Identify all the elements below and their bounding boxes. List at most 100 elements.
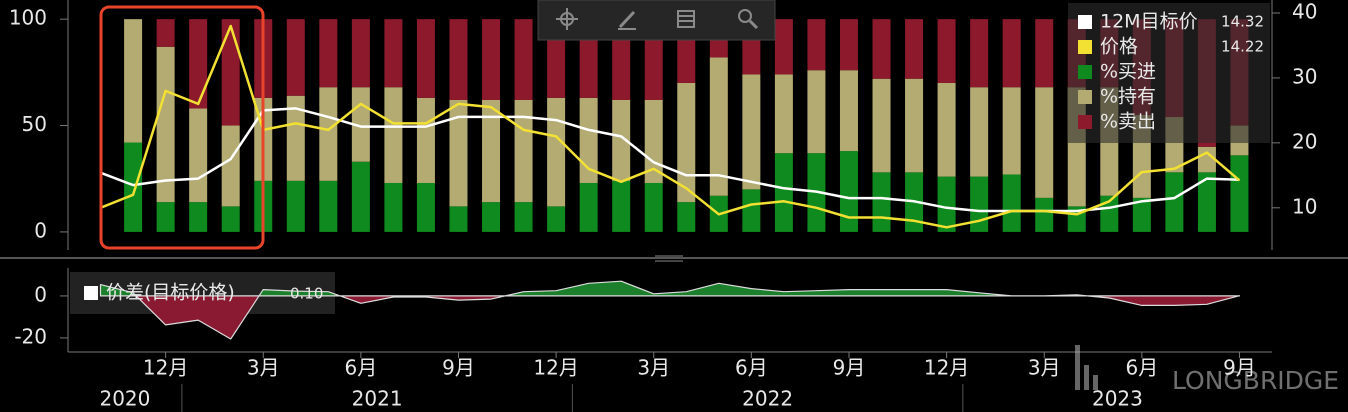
x-tick-label: 3月: [247, 356, 280, 380]
bar-segment: [156, 202, 175, 232]
spread-area: [99, 280, 1241, 340]
x-tick-label: 3月: [1028, 356, 1061, 380]
bar-segment: [351, 161, 370, 232]
bar-segment: [351, 19, 370, 88]
bar-segment: [319, 19, 338, 88]
legend-label: %持有: [1100, 86, 1156, 108]
bar-segment: [905, 19, 924, 79]
bar-segment: [1002, 87, 1021, 175]
x-tick-label: 9月: [442, 356, 475, 380]
x-tick-label: 6月: [344, 356, 377, 380]
y2-tick-label: 10: [1292, 194, 1317, 218]
x-tick-label: 9月: [1223, 356, 1256, 380]
y-tick-label: 0: [34, 218, 47, 242]
bar-segment: [384, 182, 403, 232]
bar-segment: [742, 74, 761, 190]
legend-swatch: [1078, 15, 1092, 29]
bar-segment: [742, 189, 761, 232]
zoom-icon[interactable]: [738, 9, 752, 23]
bar-segment: [449, 19, 468, 101]
legend-label: 价差(目标价格): [106, 282, 235, 304]
bar-segment: [514, 202, 533, 232]
bar-segment: [774, 19, 793, 75]
x-tick-label: 3月: [637, 356, 670, 380]
bar-segment: [937, 82, 956, 177]
bar-segment: [384, 19, 403, 88]
lines-layer: [100, 24, 1241, 229]
bar-segment: [547, 97, 566, 207]
bar-segment: [807, 70, 826, 154]
bar-segment: [644, 100, 663, 183]
x-tick-label: 12月: [533, 356, 578, 380]
bar-segment: [221, 206, 240, 232]
bar-segment: [839, 151, 858, 232]
bar-segment: [774, 74, 793, 154]
legend-swatch: [84, 286, 98, 300]
highlight-box: [99, 5, 265, 250]
bar-segment: [1035, 197, 1054, 232]
bar-segment: [1035, 87, 1054, 198]
bar-segment: [872, 172, 891, 232]
bar-segment: [124, 142, 143, 232]
bar-segment: [189, 108, 208, 203]
toolbar: [537, 0, 776, 41]
bar-segment: [579, 182, 598, 232]
year-label: 2021: [352, 387, 403, 411]
bar-segment: [482, 19, 501, 101]
bar-segment: [189, 202, 208, 232]
year-label: 2023: [1092, 387, 1143, 411]
bar-segment: [449, 206, 468, 232]
bar-segment: [221, 125, 240, 207]
watermark: LONGBRIDGE: [1075, 345, 1339, 395]
x-tick-label: 12月: [924, 356, 969, 380]
bar-segment: [286, 19, 305, 96]
bar-segment: [1002, 19, 1021, 88]
y2-tick-label: 40: [1292, 0, 1317, 23]
bar-segment: [1132, 197, 1151, 232]
x-tick-label: 6月: [1125, 356, 1158, 380]
x-tick-label: 9月: [833, 356, 866, 380]
y-tick-label: 100: [9, 6, 47, 30]
y-tick-label: 50: [22, 112, 47, 136]
bar-segment: [286, 95, 305, 181]
bar-segment: [156, 46, 175, 203]
legend-swatch: [1078, 65, 1092, 79]
bar-segment: [514, 19, 533, 101]
legend-value: 0.10: [290, 285, 323, 303]
bar-segment: [482, 202, 501, 232]
bar-segment: [124, 19, 143, 143]
bar-segment: [1230, 155, 1249, 232]
bar-segment: [905, 78, 924, 173]
bar-segment: [384, 87, 403, 183]
bar-segment: [612, 180, 631, 232]
legend-label: 价格: [1100, 36, 1138, 58]
bar-segment: [709, 57, 728, 196]
bar-segment: [547, 206, 566, 232]
legend-value: 14.22: [1221, 38, 1264, 56]
legend-label: %买进: [1100, 61, 1156, 83]
bar-segment: [839, 70, 858, 152]
bar-segment: [1002, 174, 1021, 232]
bar-segment: [156, 19, 175, 47]
year-label: 2020: [99, 387, 150, 411]
y2-tick-label: 30: [1292, 64, 1317, 88]
draw-icon[interactable]: [618, 10, 636, 29]
bar-segment: [1165, 172, 1184, 232]
legend-label: 12M目标价: [1100, 11, 1198, 33]
bar-segment: [937, 19, 956, 83]
bar-segment: [416, 97, 435, 183]
bar-segment: [416, 182, 435, 232]
table-icon[interactable]: [677, 10, 695, 28]
bars-layer: [124, 19, 1249, 232]
bar-segment: [872, 78, 891, 173]
bar-segment: [774, 153, 793, 232]
bar-segment: [514, 100, 533, 203]
bar-segment: [970, 87, 989, 177]
bar-segment: [839, 19, 858, 71]
y-tick-label: 0: [34, 282, 47, 306]
legend-swatch: [1078, 90, 1092, 104]
bar-segment: [1197, 146, 1216, 173]
bar-segment: [1197, 172, 1216, 232]
